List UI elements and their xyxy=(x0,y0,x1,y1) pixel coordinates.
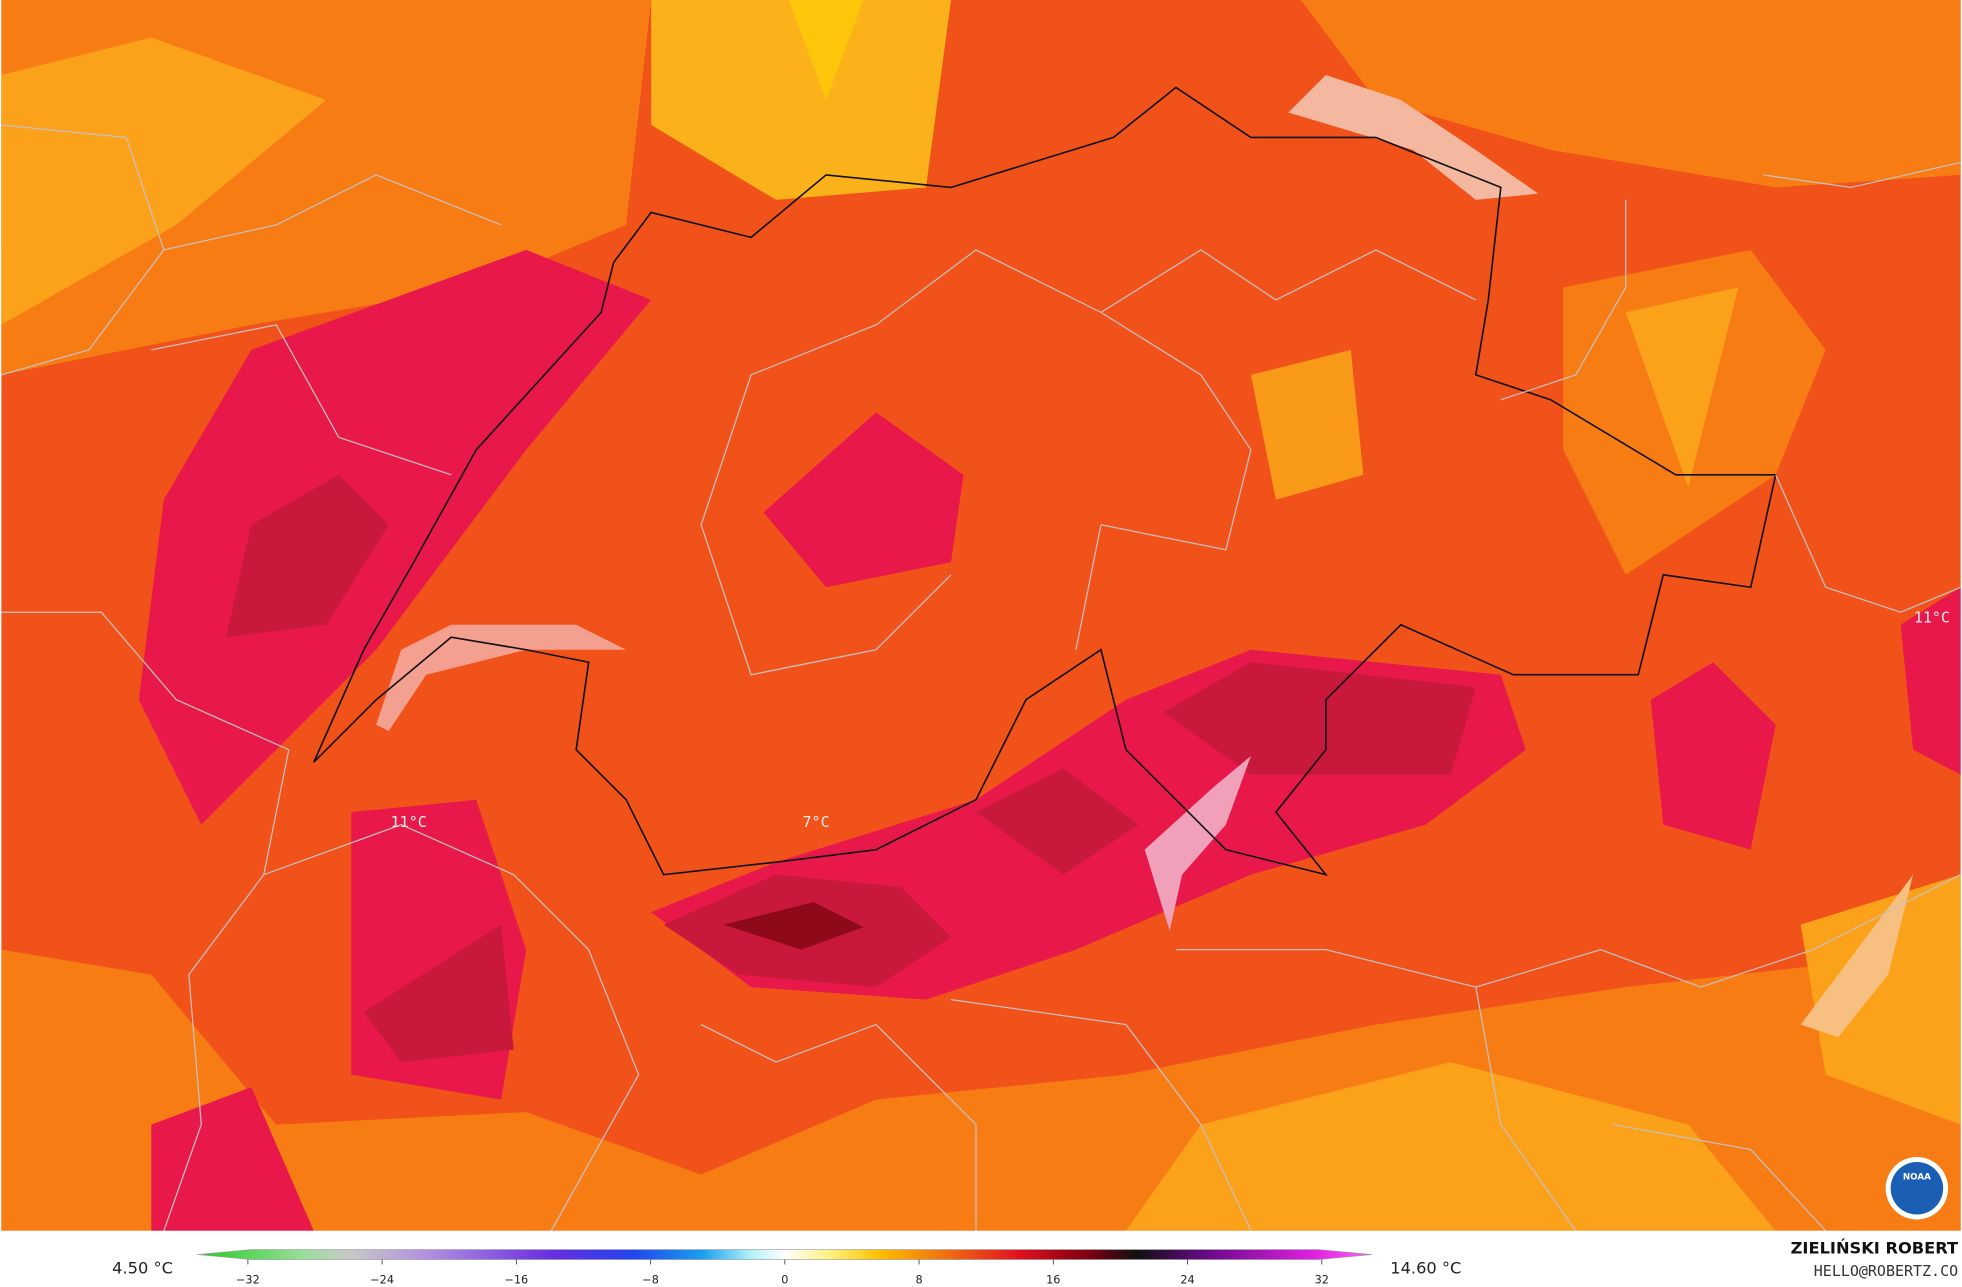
colorbar-tick-label: 32 xyxy=(1315,1273,1329,1286)
field-yellow xyxy=(651,0,952,200)
noaa-logo-inner xyxy=(1890,1162,1944,1215)
field-orange xyxy=(1300,0,1961,188)
field-yellow xyxy=(1,37,327,325)
map-label: 11°C xyxy=(1914,608,1950,626)
field-dark-crimson xyxy=(363,924,514,1063)
lake xyxy=(1800,874,1914,1038)
lake xyxy=(376,624,627,731)
colorbar-tick-label: −24 xyxy=(370,1273,394,1286)
field-darkest xyxy=(723,902,864,950)
field-yellow xyxy=(788,0,864,100)
lake xyxy=(1144,755,1251,931)
max-value: 14.60 °C xyxy=(1390,1258,1461,1277)
field-yellow xyxy=(1800,874,1961,1125)
region-border xyxy=(1,124,1961,1232)
field-dark-crimson xyxy=(976,768,1139,875)
map-label: 7°C xyxy=(803,813,830,831)
colorbar-tick-label: 24 xyxy=(1180,1273,1194,1286)
colorbar-tick-label: −8 xyxy=(642,1273,659,1286)
colorbar: 4.50 °C 14.60 °C ZIELIŃSKI ROBERT HELLO@… xyxy=(1,1230,1961,1287)
colorbar-tick-label: −32 xyxy=(236,1273,260,1286)
field-orange xyxy=(1250,349,1364,500)
colorbar-tick-label: −16 xyxy=(504,1273,528,1286)
colorbar-tick-label: 16 xyxy=(1046,1273,1060,1286)
colorbar-ramp xyxy=(197,1249,1373,1260)
field-crimson xyxy=(138,249,652,825)
lake xyxy=(1288,74,1539,200)
email: HELLO@ROBERTZ.CO xyxy=(1814,1262,1958,1280)
field-crimson xyxy=(151,1087,314,1231)
author: ZIELIŃSKI ROBERT xyxy=(1791,1238,1958,1257)
field-crimson xyxy=(763,412,964,588)
colorbar-tick-label: 0 xyxy=(781,1273,788,1286)
noaa-logo-text: NOAA xyxy=(1903,1173,1931,1183)
field-dark-crimson xyxy=(1163,662,1476,775)
field-yellow xyxy=(1625,287,1739,488)
map: 11°C 7°C 11°C NOAA xyxy=(1,0,1961,1232)
field-dark-crimson xyxy=(226,474,389,638)
map-label: 11°C xyxy=(391,813,427,831)
country-border xyxy=(313,86,1777,877)
colorbar-tick-label: 8 xyxy=(915,1273,922,1286)
field-crimson xyxy=(1900,587,1961,775)
min-value: 4.50 °C xyxy=(112,1258,173,1277)
field-crimson xyxy=(1650,662,1776,850)
field-yellow xyxy=(1125,1062,1776,1231)
